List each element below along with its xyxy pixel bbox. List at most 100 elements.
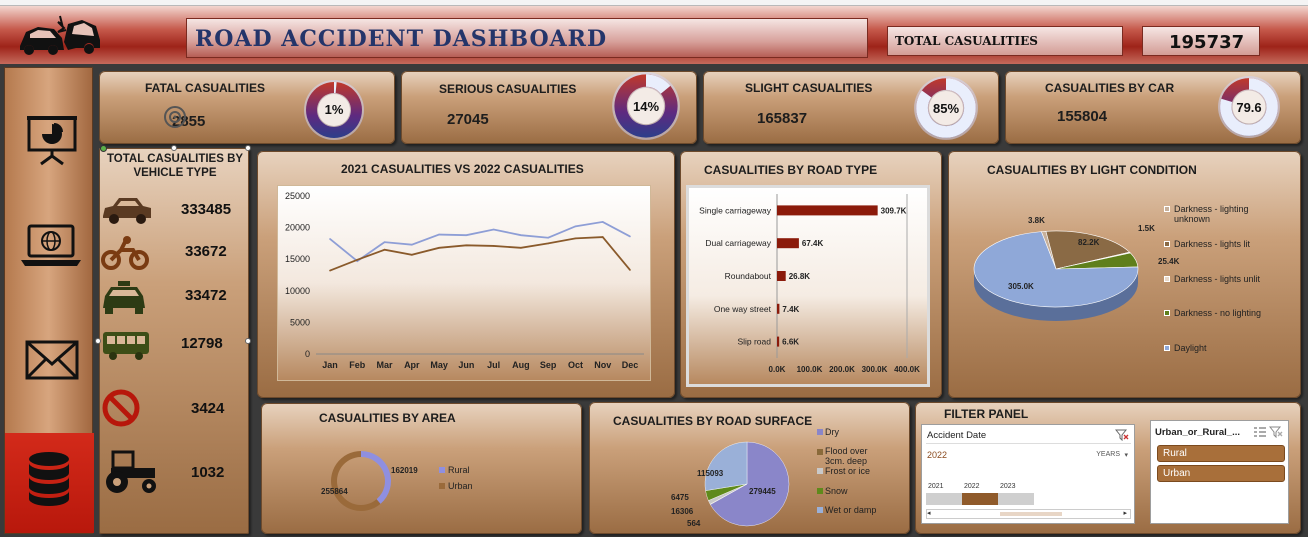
- scrollbar-thumb[interactable]: [1000, 512, 1062, 516]
- kpi-donut-label: 85%: [932, 101, 960, 116]
- selection-handle[interactable]: [245, 145, 251, 151]
- presentation-chart-icon[interactable]: [25, 112, 79, 166]
- selection-handle[interactable]: [95, 338, 101, 344]
- total-casualties-label: TOTAL CASUALITIES: [895, 34, 1038, 48]
- legend-item: Frost or ice: [825, 466, 871, 476]
- mail-icon[interactable]: [25, 334, 79, 388]
- x-tick-label: Nov: [594, 360, 611, 370]
- light-condition-pie: 3.8K 82.2K 1.5K 25.4K 305.0K: [973, 216, 1180, 321]
- series-point: [383, 241, 386, 243]
- road-type-plot: Single carriageway 309.7K Dual carriageway…: [686, 185, 930, 387]
- legend-swatch: [1164, 206, 1170, 212]
- donut-value-segment: [1220, 78, 1278, 136]
- vehicle-value: 333485: [181, 201, 232, 218]
- series-point: [356, 259, 359, 261]
- tractor-icon: [106, 450, 156, 493]
- segment-label: 255864: [321, 487, 348, 496]
- line-chart-plot: 25000 20000 15000 10000 5000 0 Jan Feb Mar Apr May…: [277, 185, 651, 381]
- vehicle-type-panel[interactable]: TOTAL CASUALITIES BY VEHICLE TYPE 333485…: [99, 148, 249, 534]
- bar: [777, 238, 799, 249]
- series-point: [411, 243, 413, 246]
- scroll-left-arrow[interactable]: ◂: [927, 510, 931, 517]
- slicer-item-urban[interactable]: Urban: [1157, 465, 1285, 482]
- legend-swatch: [439, 483, 445, 489]
- kpi-value: 155804: [1057, 108, 1108, 125]
- selection-handle[interactable]: [100, 145, 107, 152]
- pie-slice: [704, 441, 748, 491]
- chevron-down-icon[interactable]: ▾: [1124, 452, 1128, 459]
- timeline-scrollbar[interactable]: [926, 509, 1131, 519]
- selection-handle[interactable]: [171, 145, 177, 151]
- y-tick-label: 15000: [285, 254, 310, 264]
- donut-value-segment: [646, 74, 671, 94]
- timeline-year[interactable]: 2022: [964, 483, 980, 490]
- category-label: Roundabout: [725, 271, 772, 281]
- donut-value-segment: [334, 82, 337, 94]
- kpi-donut: [612, 72, 680, 140]
- road-type-panel: CASUALITIES BY ROAD TYPE Single carriage…: [680, 151, 942, 398]
- slice-label: 6475: [671, 493, 689, 502]
- slice-label: 16306: [671, 507, 694, 516]
- timeline-year[interactable]: 2023: [1000, 483, 1016, 490]
- category-label: Dual carriageway: [705, 238, 771, 248]
- kpi-title: SLIGHT CASUALITIES: [745, 81, 873, 95]
- slicer-item-rural[interactable]: Rural: [1157, 445, 1285, 462]
- vehicle-row: 33672: [99, 232, 247, 272]
- legend-swatch: [817, 449, 823, 455]
- slice-label: 1.5K: [1138, 224, 1155, 233]
- slice-label: 115093: [697, 469, 724, 478]
- spreadsheet-header-strip: [0, 0, 1308, 6]
- clear-filter-icon[interactable]: [1115, 429, 1129, 441]
- kpi-donut: [914, 76, 978, 140]
- target-icon: [164, 106, 186, 128]
- legend-swatch: [817, 488, 823, 494]
- series-point: [492, 245, 495, 247]
- legend-swatch: [1164, 241, 1170, 247]
- vehicle-row: 1032: [99, 446, 247, 493]
- laptop-globe-icon[interactable]: [19, 218, 83, 272]
- clear-filter-icon[interactable]: [1269, 426, 1283, 438]
- kpi-title: FATAL CASUALITIES: [145, 81, 265, 95]
- kpi-card-fatal: FATAL CASUALITIES 2855 1%: [99, 71, 395, 144]
- slicer-title: Urban_or_Rural_...: [1155, 427, 1240, 438]
- vehicle-row: 333485: [99, 190, 247, 230]
- slice-label: 25.4K: [1158, 257, 1180, 266]
- bar: [777, 271, 786, 281]
- series-point: [411, 253, 413, 256]
- kpi-title: SERIOUS CASUALITIES: [439, 82, 577, 96]
- timeline-bar-2021[interactable]: [926, 493, 962, 505]
- filter-panel-title: FILTER PANEL: [944, 407, 1029, 421]
- slicer-level-dropdown[interactable]: YEARS: [1096, 451, 1120, 458]
- donut-segment: [331, 451, 381, 511]
- donut-hole: [627, 87, 665, 125]
- x-tick-label: Apr: [404, 360, 420, 370]
- database-icon[interactable]: [27, 451, 71, 507]
- legend-item: Urban: [448, 481, 473, 491]
- accident-date-slicer[interactable]: Accident Date 2022 YEARS ▾ 2021 2022 202…: [921, 424, 1135, 524]
- legend-swatch: [439, 467, 445, 473]
- multi-select-icon[interactable]: [1254, 427, 1266, 438]
- timeline-bar-2022-selected[interactable]: [962, 493, 998, 505]
- area-panel: CASUALITIES BY AREA 162019 255864 Rural U…: [261, 403, 582, 534]
- selection-handle[interactable]: [245, 338, 251, 344]
- donut-value-segment: [916, 78, 976, 138]
- timeline-year[interactable]: 2021: [928, 483, 944, 490]
- legend-item: Darkness - no lighting: [1174, 308, 1262, 318]
- series-point: [520, 247, 522, 249]
- scroll-right-arrow[interactable]: ▸: [1123, 510, 1127, 517]
- vehicle-value: 1032: [191, 464, 225, 481]
- series-line-2: [329, 236, 631, 272]
- vehicle-value: 12798: [181, 335, 223, 352]
- timeline-bar-2023[interactable]: [998, 493, 1034, 505]
- line-chart-title: 2021 CASUALITIES VS 2022 CASUALITIES: [341, 162, 584, 176]
- y-tick-label: 10000: [285, 286, 310, 296]
- slicer-title: Accident Date: [927, 430, 987, 441]
- dashboard-title-box: ROAD ACCIDENT DASHBOARD: [186, 18, 868, 58]
- vehicle-row: 3424: [99, 384, 247, 427]
- urban-rural-slicer[interactable]: Urban_or_Rural_... Rural Urban: [1150, 420, 1289, 524]
- legend-swatch: [817, 429, 823, 435]
- data-label: 7.4K: [782, 305, 799, 314]
- filter-panel: FILTER PANEL Accident Date 2022 YEARS ▾ …: [915, 402, 1301, 534]
- kpi-donut-label: 14%: [632, 99, 660, 114]
- slice-label: 3.8K: [1028, 216, 1045, 225]
